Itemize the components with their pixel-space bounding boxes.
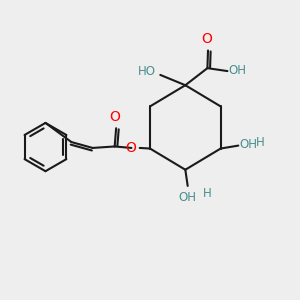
- Text: OH: OH: [179, 191, 197, 204]
- Text: O: O: [201, 32, 212, 46]
- Text: O: O: [110, 110, 120, 124]
- Text: H: H: [202, 188, 211, 200]
- Text: OH: OH: [228, 64, 246, 77]
- Text: OH: OH: [240, 139, 258, 152]
- Text: HO: HO: [138, 64, 156, 78]
- Text: H: H: [255, 136, 264, 149]
- Text: O: O: [125, 141, 136, 155]
